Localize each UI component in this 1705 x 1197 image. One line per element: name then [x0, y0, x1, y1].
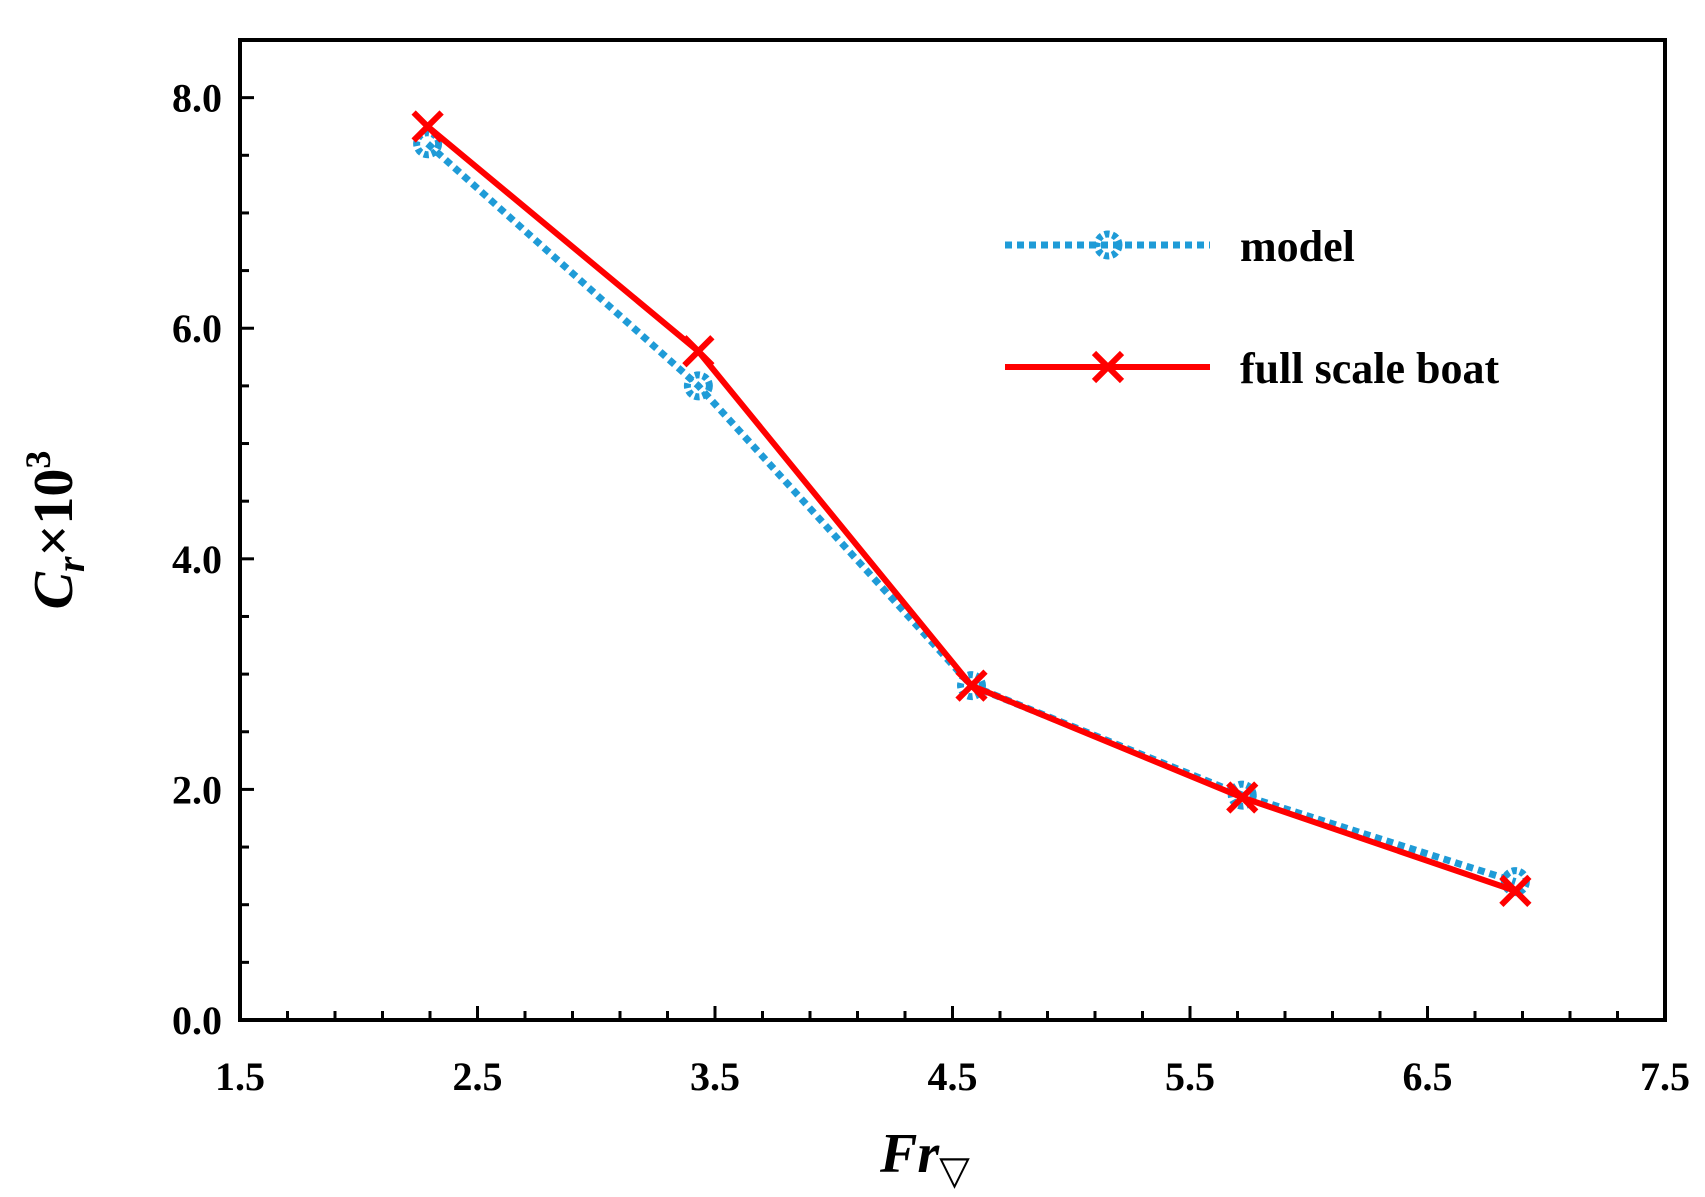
- x-axis-title: Fr▽: [879, 1123, 970, 1193]
- legend-label-model: model: [1240, 222, 1355, 271]
- legend-item-model: model: [1005, 222, 1355, 271]
- series-layer: [411, 110, 1532, 907]
- y-tick-label: 4.0: [172, 537, 222, 582]
- legend-marker-model: [1093, 230, 1123, 260]
- tick-labels: 1.5 2.5 3.5 4.5 5.5 6.5 7.5 0.0 2.0 4.0 6.0 8.0: [172, 76, 1690, 1099]
- legend-marker-full-scale-boat: [1091, 350, 1125, 384]
- x-tick-label: 1.5: [215, 1054, 265, 1099]
- x-tick-label: 6.5: [1403, 1054, 1453, 1099]
- x-tick-label: 5.5: [1165, 1054, 1215, 1099]
- legend-label-full-scale-boat: full scale boat: [1240, 344, 1499, 393]
- y-tick-label: 2.0: [172, 767, 222, 812]
- plot-frame: [238, 38, 1667, 1022]
- data-point-marker: [957, 671, 986, 701]
- x-tick-label: 2.5: [453, 1054, 503, 1099]
- x-tick-label: 4.5: [928, 1054, 978, 1099]
- data-point-marker: [1499, 874, 1532, 907]
- axis-ticks: [238, 38, 1667, 1022]
- y-tick-label: 6.0: [172, 306, 222, 351]
- data-point-marker: [411, 110, 444, 143]
- legend-item-full-scale-boat: full scale boat: [1005, 344, 1499, 393]
- y-tick-label: 8.0: [172, 76, 222, 121]
- series-model: [413, 129, 1530, 897]
- data-point-marker: [683, 371, 713, 401]
- legend: model full scale boat: [1005, 222, 1499, 393]
- x-tick-label: 3.5: [690, 1054, 740, 1099]
- y-tick-label: 0.0: [172, 998, 222, 1043]
- series-full-scale-boat: [411, 110, 1532, 907]
- data-point-marker: [955, 669, 988, 702]
- data-point-marker: [682, 335, 715, 368]
- y-axis-title: Cr×103: [18, 451, 93, 610]
- data-point-marker: [1226, 781, 1259, 814]
- x-tick-label: 7.5: [1640, 1054, 1690, 1099]
- data-point-marker: [413, 129, 443, 159]
